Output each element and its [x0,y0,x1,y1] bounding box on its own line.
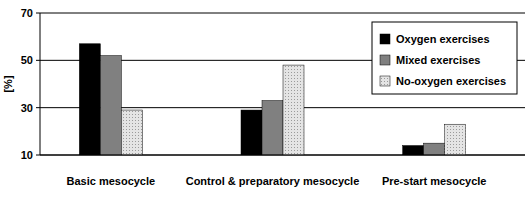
legend-swatch-texture [380,76,390,86]
bar [403,146,424,155]
x-axis [40,155,525,156]
x-tick-label: Basic mesocycle [66,175,155,187]
y-tick-label: 10 [21,149,33,161]
legend-swatch [380,34,390,44]
bar [445,124,466,155]
x-tick-label: Control & preparatory mesocycle [186,175,360,187]
y-tick [36,60,40,61]
legend-label: Mixed exercises [396,54,480,66]
chart-container: 10 30 50 70 [%] Basic mesocycle Control & prep… [0,0,532,203]
y-tick [36,107,40,108]
legend-label: No-oxygen exercises [396,75,506,87]
bar-texture [283,65,304,155]
y-tick-label: 50 [21,54,33,66]
bar-texture [445,124,466,155]
legend-swatch [380,55,390,65]
bar [262,101,283,155]
y-tick [36,155,40,156]
legend-label: Oxygen exercises [396,33,490,45]
grid-line [40,155,525,156]
bar [283,65,304,155]
x-tick-label: Pre-start mesocycle [382,175,487,187]
grid-line [40,13,525,14]
legend-swatch [380,76,390,86]
bar [424,143,445,155]
y-tick-label: 70 [21,7,33,19]
y-axis [40,13,41,155]
bar [79,44,100,155]
bar-texture [121,110,142,155]
bar [241,110,262,155]
bar [121,110,142,155]
y-tick-label: 30 [21,102,33,114]
bar [100,56,121,155]
legend-box [372,22,517,94]
legend: Oxygen exercises Mixed exercises No-oxygen… [372,22,517,94]
y-axis-label: [%] [2,75,14,92]
y-tick [36,13,40,14]
chart-svg: 10 30 50 70 [%] Basic mesocycle Control & prep… [0,0,532,203]
